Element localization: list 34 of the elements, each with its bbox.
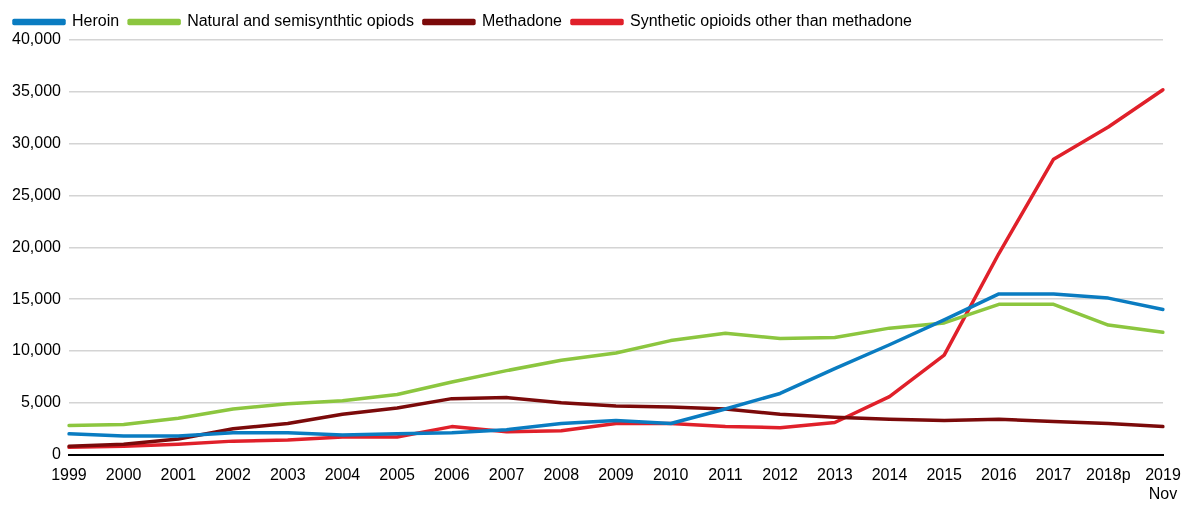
x-tick-label: 2015 (926, 465, 963, 483)
x-tick-label: 2013 (816, 465, 853, 483)
x-tick-label: 2017 (1035, 465, 1072, 483)
x-tick-label: 2011 (708, 465, 743, 483)
legend-label: Synthetic opioids other than methadone (629, 12, 913, 30)
x-tick-label: 2002 (215, 465, 251, 483)
x-tick-label: 2009 (598, 465, 634, 483)
x-tick-label: 2010 (652, 465, 689, 483)
x-tick-label: 2007 (488, 465, 525, 483)
y-tick-label: 40,000 (12, 30, 62, 48)
legend-label: Natural and semisynthtic opiods (187, 12, 414, 30)
y-tick-label: 0 (52, 445, 62, 463)
x-tick-label: 1999 (51, 465, 87, 483)
x-tick-label: 2014 (871, 465, 908, 483)
x-tick-label: 2012 (762, 465, 798, 483)
y-tick-label: 20,000 (12, 237, 62, 255)
x-tick-label: 2003 (269, 465, 306, 483)
y-tick-label: 15,000 (12, 289, 62, 307)
y-tick-label: 10,000 (12, 341, 62, 359)
x-tick-label: 2018p (1086, 465, 1131, 483)
y-tick-label: 30,000 (12, 134, 62, 152)
legend-label: Methadone (481, 12, 563, 30)
y-tick-label: 35,000 (12, 82, 62, 100)
x-tick-label: 2001 (160, 465, 197, 483)
x-tick-label: 2008 (543, 465, 580, 483)
x-tick-label: 2000 (105, 465, 142, 483)
y-tick-label: 25,000 (12, 185, 62, 203)
x-tick-label: 2006 (434, 465, 470, 483)
legend-label: Heroin (72, 12, 120, 30)
x-tick-label: 2016 (981, 465, 1017, 483)
x-tick-label: 2004 (324, 465, 361, 483)
y-tick-label: 5,000 (20, 393, 62, 411)
x-tick-label: 2005 (379, 465, 416, 483)
x-tick-label: 2019 Nov (1145, 465, 1181, 502)
